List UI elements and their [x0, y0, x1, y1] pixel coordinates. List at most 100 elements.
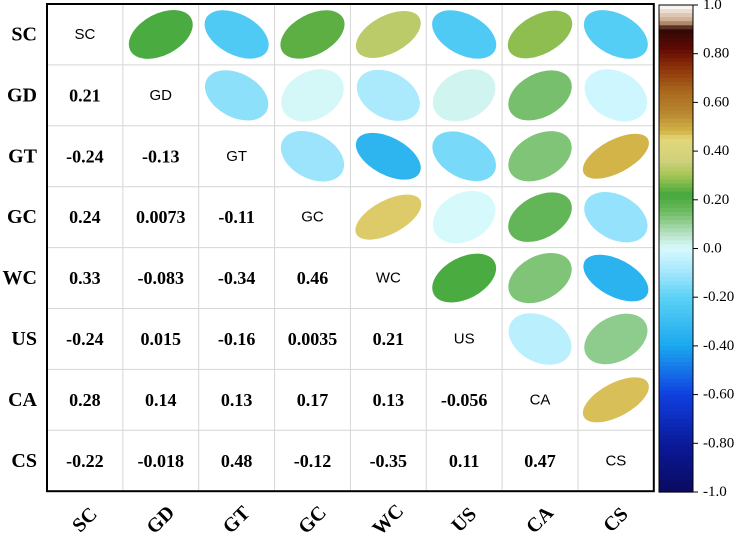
colorbar-band — [659, 199, 693, 205]
correlation-ellipse — [582, 377, 649, 423]
colorbar-band — [659, 94, 693, 99]
colorbar-tick-label: 0.20 — [703, 192, 729, 208]
colorbar-band — [659, 402, 693, 408]
colorbar-band — [659, 175, 693, 181]
correlation-ellipse — [584, 313, 648, 365]
diagonal-label: CS — [605, 452, 626, 469]
correlation-ellipse — [508, 131, 572, 182]
correlation-value: -0.018 — [138, 451, 185, 471]
correlation-value: 0.21 — [69, 85, 101, 105]
correlation-value: -0.24 — [66, 329, 104, 349]
colorbar-band — [659, 362, 693, 367]
colorbar-tick-label: -0.80 — [703, 435, 734, 451]
colorbar-band — [659, 138, 693, 144]
colorbar-band — [659, 248, 693, 254]
colorbar-band — [659, 374, 693, 379]
correlation-value: 0.17 — [297, 390, 329, 410]
colorbar-band — [659, 471, 693, 477]
colorbar-band — [659, 17, 693, 22]
colorbar-tick-label: -1.0 — [703, 484, 727, 500]
colorbar-band — [659, 394, 693, 400]
row-label: GT — [8, 145, 38, 167]
colorbar-band — [659, 13, 693, 18]
colorbar: 1.0 0.80 0.60 0.40 0.20 0.0 -0.20 -0.40 -0.60 -0.… — [658, 0, 734, 500]
colorbar-band — [659, 423, 693, 428]
correlation-ellipse — [281, 69, 344, 122]
colorbar-band — [659, 285, 693, 290]
colorbar-band — [659, 207, 693, 213]
colorbar-band — [659, 187, 693, 193]
correlation-ellipse — [280, 10, 345, 59]
correlation-value: 0.33 — [69, 268, 101, 288]
colorbar-tick-label: -0.40 — [703, 338, 734, 354]
colorbar-tick-label: 1.0 — [703, 0, 722, 13]
diagonal-label: SC — [75, 26, 96, 43]
colorbar-band — [659, 276, 693, 282]
colorbar-band — [659, 297, 693, 302]
correlation-ellipse — [507, 10, 573, 59]
colorbar-band — [659, 167, 693, 172]
colorbar-band — [659, 5, 693, 10]
correlation-ellipse — [432, 10, 497, 59]
correlation-value: -0.13 — [142, 146, 180, 166]
colorbar-band — [659, 37, 693, 43]
correlation-ellipse — [204, 70, 269, 121]
colorbar-band — [659, 211, 693, 217]
correlation-value: -0.12 — [294, 451, 332, 471]
colorbar-band — [659, 29, 693, 35]
diagonal-label: CA — [530, 391, 551, 408]
colorbar-tick-label: -0.20 — [703, 289, 734, 305]
colorbar-tick-label: 0.40 — [703, 143, 729, 159]
colorbar-band — [659, 370, 693, 375]
colorbar-band — [659, 439, 693, 444]
colorbar-band — [659, 49, 693, 55]
correlation-ellipse — [508, 70, 572, 121]
colorbar-band — [659, 289, 693, 294]
colorbar-band — [659, 114, 693, 120]
colorbar-band — [659, 479, 693, 485]
colorbar-band — [659, 280, 693, 286]
correlation-value: 0.0035 — [288, 329, 338, 349]
correlation-ellipse — [128, 10, 193, 59]
row-label: SC — [11, 23, 37, 45]
correlation-value: 0.11 — [449, 451, 480, 471]
correlation-value: 0.13 — [373, 390, 405, 410]
colorbar-band — [659, 155, 693, 160]
colorbar-band — [659, 33, 693, 39]
colorbar-band — [659, 463, 693, 469]
correlation-ellipse — [204, 10, 269, 59]
column-label: CA — [522, 502, 558, 538]
colorbar-band — [659, 341, 693, 347]
colorbar-band — [659, 118, 693, 124]
correlation-value: 0.47 — [524, 451, 556, 471]
correlation-ellipse — [432, 190, 496, 244]
correlation-ellipse — [432, 253, 497, 303]
column-label: WC — [368, 500, 408, 539]
colorbar-band — [659, 126, 693, 132]
diagonal-label: GC — [301, 209, 324, 226]
colorbar-band — [659, 366, 693, 371]
colorbar-band — [659, 406, 693, 412]
correlation-value: 0.015 — [141, 329, 182, 349]
colorbar-band — [659, 455, 693, 461]
colorbar-band — [659, 301, 693, 306]
column-label: CS — [599, 503, 633, 537]
correlation-ellipse — [583, 10, 648, 59]
colorbar-tick-label: 0.80 — [703, 46, 729, 62]
column-label: GC — [294, 502, 331, 539]
colorbar-band — [659, 159, 693, 164]
colorbar-band — [659, 313, 693, 319]
correlation-value: -0.11 — [218, 207, 255, 227]
row-label: WC — [3, 267, 37, 289]
correlation-ellipse — [355, 132, 421, 180]
colorbar-tick-label: -0.60 — [703, 387, 734, 403]
diagonal-label: GT — [226, 148, 247, 165]
colorbar-band — [659, 483, 693, 489]
correlation-value: 0.24 — [69, 207, 101, 227]
colorbar-band — [659, 443, 693, 448]
colorbar-band — [659, 459, 693, 465]
colorbar-band — [659, 240, 693, 246]
correlation-value: 0.14 — [145, 390, 177, 410]
colorbar-band — [659, 78, 693, 83]
